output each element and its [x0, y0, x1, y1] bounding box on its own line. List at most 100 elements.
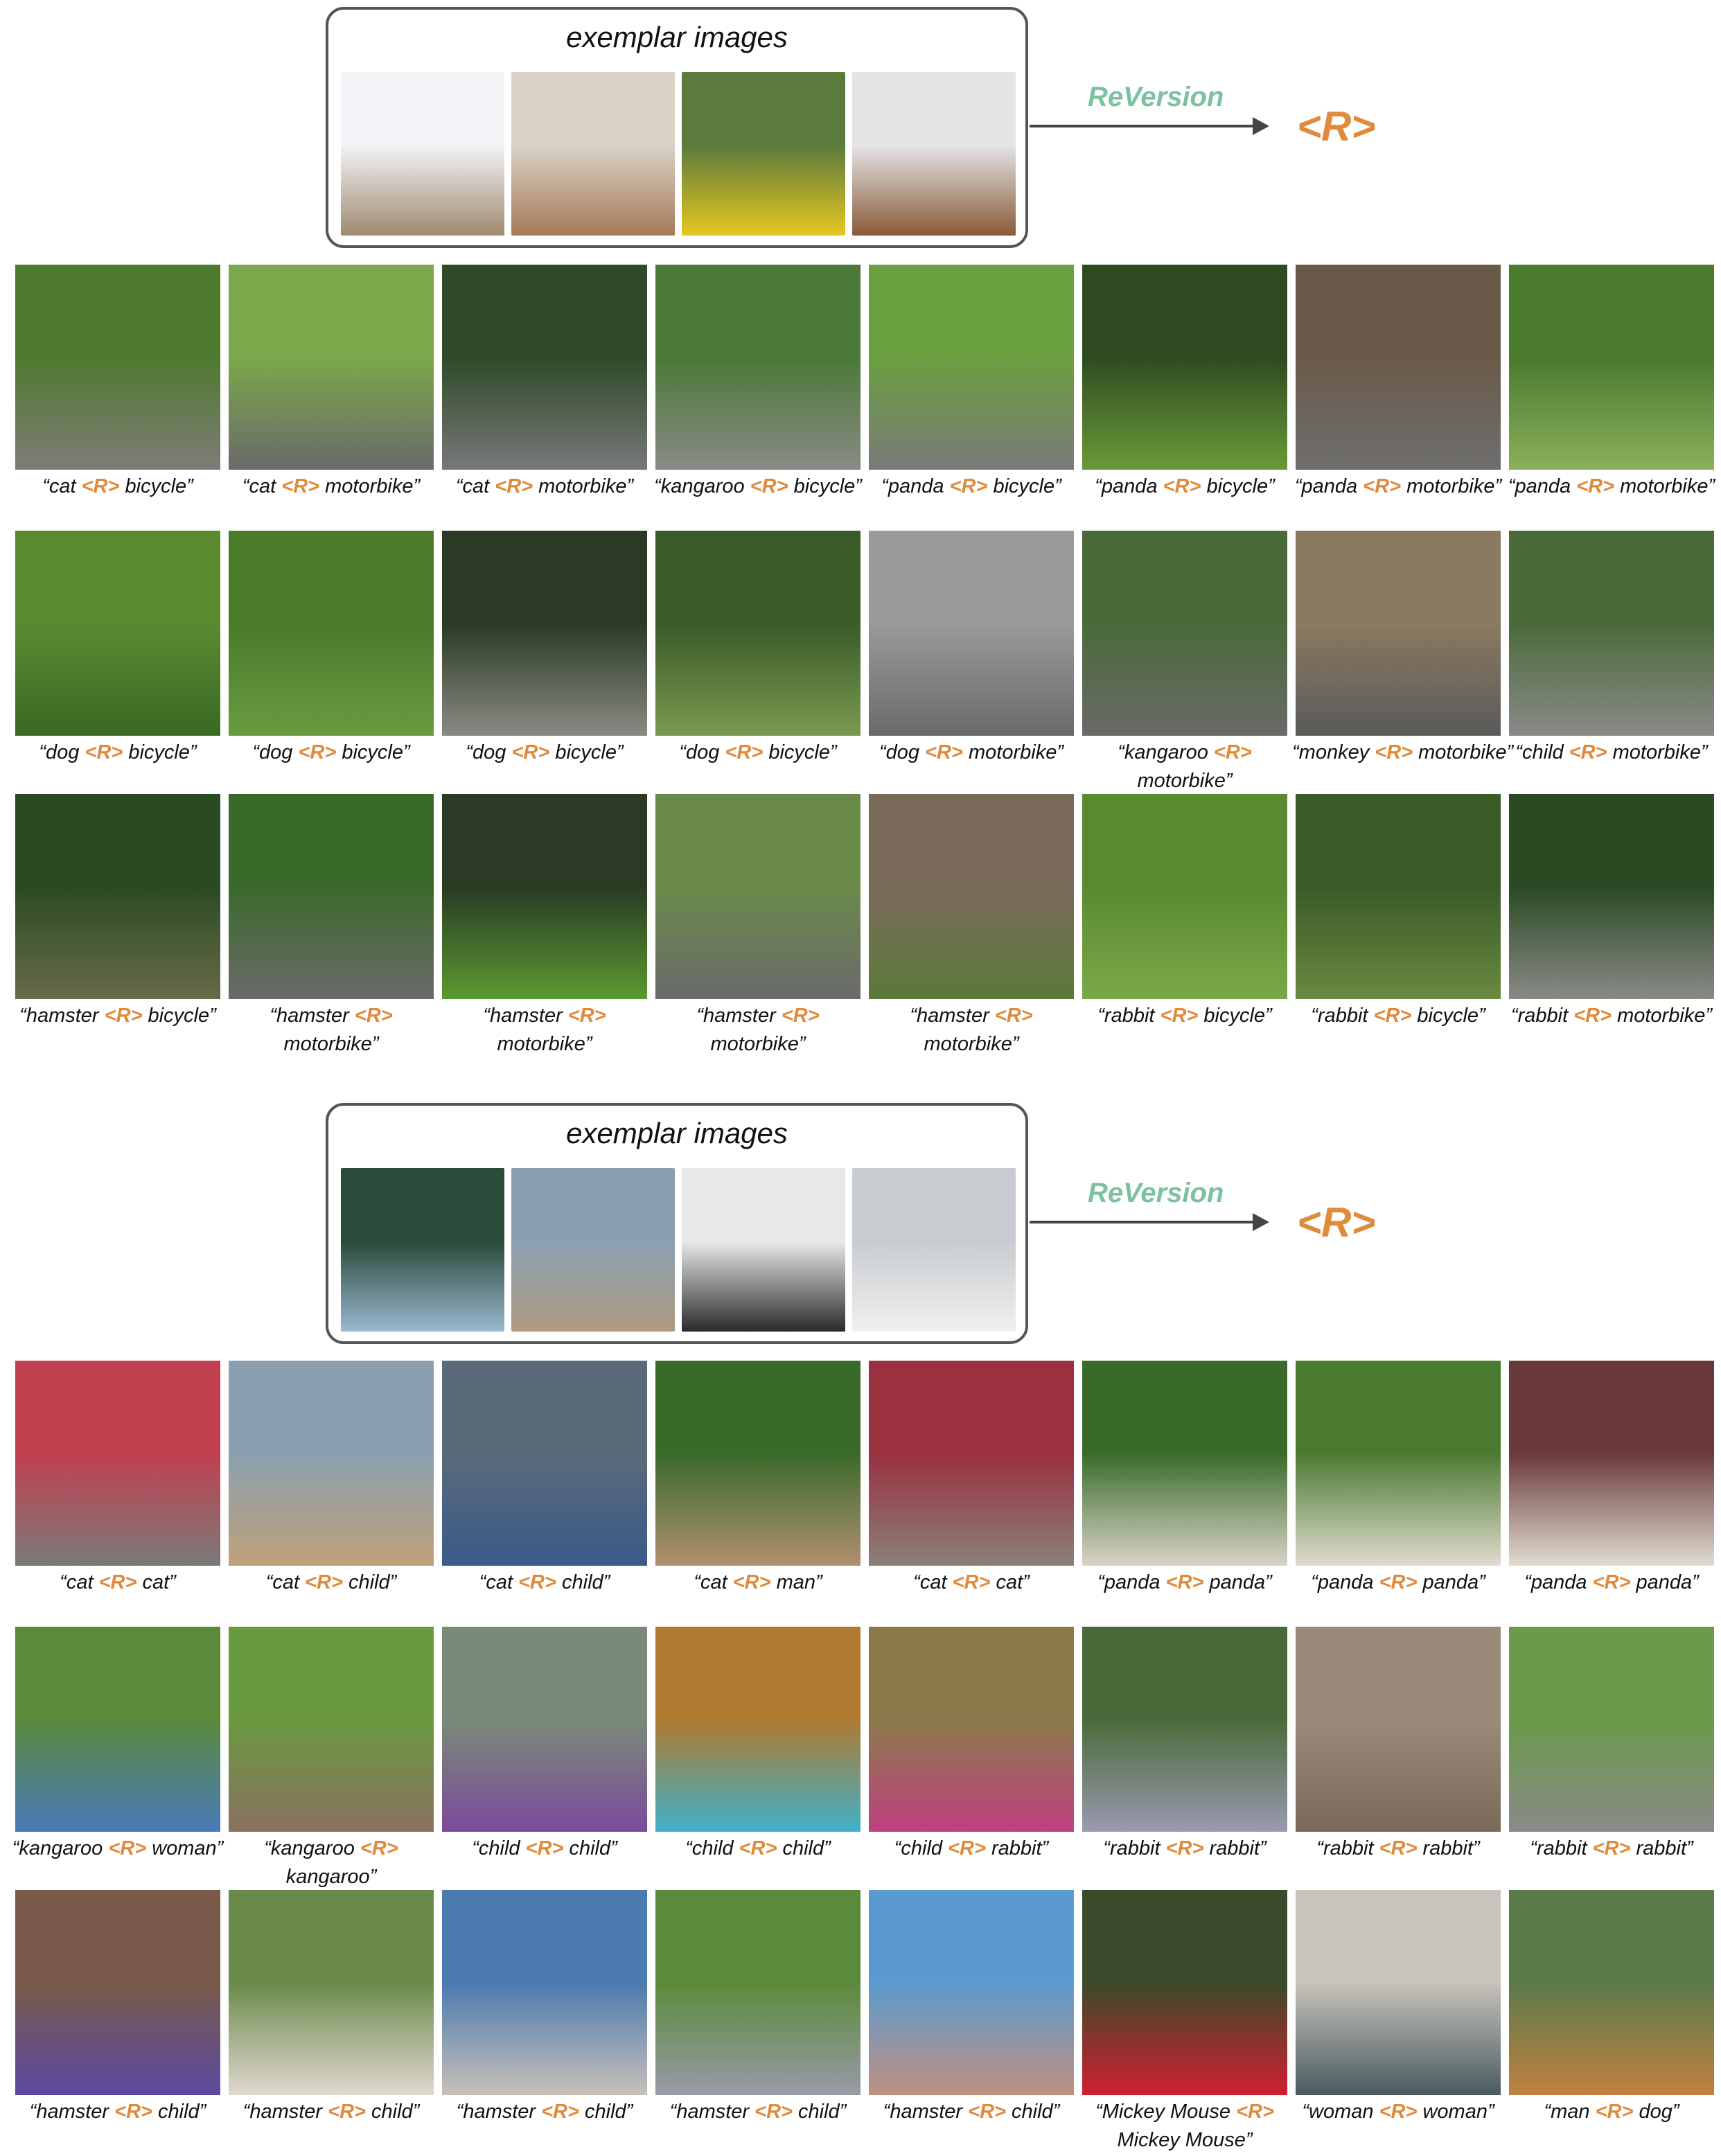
image-caption: “kangaroo <R> bicycle”	[654, 475, 862, 497]
image-caption: “cat <R> cat”	[913, 1571, 1030, 1593]
generated-image	[655, 1361, 860, 1566]
image-caption: “dog <R> bicycle”	[39, 741, 197, 763]
child-on-pony-toy-photo	[852, 72, 1016, 236]
generated-image	[442, 265, 647, 470]
generated-image	[229, 794, 434, 999]
panda-on-rocking-toy-photo	[682, 72, 845, 236]
image-caption: “panda <R> panda”	[1524, 1571, 1699, 1593]
arrow-head-icon	[1253, 117, 1269, 135]
couple-hugging-photo	[341, 1168, 504, 1332]
image-caption: “hamster <R> child”	[242, 2101, 420, 2123]
image-caption: “child <R> child”	[685, 1837, 831, 1859]
generated-image	[655, 1890, 860, 2095]
generated-image	[1296, 531, 1501, 736]
generated-image	[1509, 1890, 1714, 2095]
image-caption: “cat <R> bicycle”	[42, 475, 193, 497]
relation-token: <R>	[1297, 1199, 1376, 1246]
image-caption: “cat <R> motorbike”	[242, 475, 421, 497]
generated-image	[1296, 1361, 1501, 1566]
image-caption: “man <R> dog”	[1544, 2101, 1679, 2123]
image-caption: “panda <R> bicycle”	[881, 475, 1061, 497]
generated-image	[442, 794, 647, 999]
generated-image	[1082, 265, 1287, 470]
generated-image	[1509, 531, 1714, 736]
generated-image	[1082, 794, 1287, 999]
generated-image	[1509, 1627, 1714, 1832]
generated-image	[229, 1890, 434, 2095]
generated-image	[869, 794, 1074, 999]
image-caption: “dog <R> motorbike”	[879, 741, 1064, 763]
generated-image	[1082, 1627, 1287, 1832]
image-caption: “panda <R> panda”	[1311, 1571, 1485, 1593]
image-caption: “rabbit <R> bicycle”	[1311, 1005, 1485, 1027]
generated-image	[229, 1361, 434, 1566]
generated-image	[15, 794, 220, 999]
generated-image	[655, 794, 860, 999]
image-caption: “hamster <R> child”	[29, 2101, 206, 2123]
image-caption: “child <R> rabbit”	[894, 1837, 1049, 1859]
generated-image	[15, 1627, 220, 1832]
generated-image	[869, 1627, 1074, 1832]
image-caption: “rabbit <R> rabbit”	[1316, 1837, 1480, 1859]
image-caption: “hamster <R> child”	[669, 2101, 847, 2123]
image-caption: “panda <R> motorbike”	[1508, 475, 1715, 497]
image-caption: “dog <R> bicycle”	[679, 741, 837, 763]
image-caption: “Mickey Mouse <R> Mickey Mouse”	[1095, 2101, 1274, 2151]
image-caption: “hamster <R> motorbike”	[270, 1005, 393, 1055]
generated-image	[15, 531, 220, 736]
generated-image	[442, 1890, 647, 2095]
exemplar-title: exemplar images	[566, 1117, 788, 1149]
image-caption: “hamster <R> child”	[456, 2101, 633, 2123]
image-caption: “woman <R> woman”	[1302, 2101, 1494, 2123]
method-label: ReVersion	[1088, 82, 1224, 112]
exemplar-box: exemplar images	[326, 1103, 1028, 1344]
generated-image	[869, 1361, 1074, 1566]
arrow-head-icon	[1253, 1213, 1269, 1231]
image-caption: “hamster <R> motorbike”	[696, 1005, 820, 1055]
image-caption: “hamster <R> child”	[883, 2101, 1060, 2123]
image-caption: “rabbit <R> bicycle”	[1097, 1005, 1272, 1027]
generated-image	[1296, 1890, 1501, 2095]
image-caption: “rabbit <R> motorbike”	[1510, 1005, 1713, 1027]
generated-image	[655, 265, 860, 470]
two-dogs-hugging-photo	[682, 1168, 845, 1332]
generated-image	[869, 265, 1074, 470]
image-caption: “kangaroo <R> kangaroo”	[264, 1837, 398, 1888]
image-caption: “panda <R> panda”	[1097, 1571, 1272, 1593]
horse-rider-photo	[341, 72, 504, 236]
generated-image	[1296, 265, 1501, 470]
exemplar-title: exemplar images	[566, 21, 788, 53]
generated-image	[869, 1890, 1074, 2095]
generated-image	[655, 531, 860, 736]
image-caption: “cat <R> child”	[479, 1571, 610, 1593]
image-caption: “child <R> motorbike”	[1515, 741, 1708, 763]
generated-image	[1296, 1627, 1501, 1832]
generated-image	[442, 531, 647, 736]
image-caption: “cat <R> child”	[265, 1571, 397, 1593]
method-label: ReVersion	[1088, 1178, 1224, 1208]
image-caption: “hamster <R> bicycle”	[19, 1005, 216, 1027]
children-piggyback-photo	[511, 72, 675, 236]
image-caption: “rabbit <R> rabbit”	[1103, 1837, 1267, 1859]
generated-image	[1082, 1890, 1287, 2095]
image-caption: “hamster <R> motorbike”	[483, 1005, 606, 1055]
generated-image	[15, 1890, 220, 2095]
arrow-line	[1030, 125, 1254, 127]
arrow-line	[1030, 1221, 1254, 1223]
generated-image	[1082, 531, 1287, 736]
generated-image	[869, 531, 1074, 736]
image-caption: “cat <R> motorbike”	[455, 475, 634, 497]
couple-hugging-dock-photo	[511, 1168, 675, 1332]
generated-image	[15, 1361, 220, 1566]
generated-image	[1509, 1361, 1714, 1566]
image-caption: “child <R> child”	[472, 1837, 617, 1859]
generated-image	[1509, 265, 1714, 470]
generated-image	[229, 265, 434, 470]
image-caption: “cat <R> man”	[694, 1571, 822, 1593]
generated-image	[229, 531, 434, 736]
generated-image	[15, 265, 220, 470]
image-caption: “hamster <R> motorbike”	[910, 1005, 1033, 1055]
generated-image	[1082, 1361, 1287, 1566]
image-caption: “dog <R> bicycle”	[252, 741, 410, 763]
image-caption: “panda <R> motorbike”	[1294, 475, 1502, 497]
